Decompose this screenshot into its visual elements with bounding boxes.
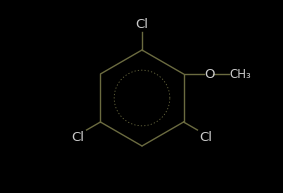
Text: Cl: Cl: [72, 131, 85, 144]
Text: CH₃: CH₃: [230, 68, 251, 80]
Text: Cl: Cl: [136, 18, 149, 31]
Text: Cl: Cl: [200, 131, 213, 144]
Text: O: O: [205, 68, 215, 80]
